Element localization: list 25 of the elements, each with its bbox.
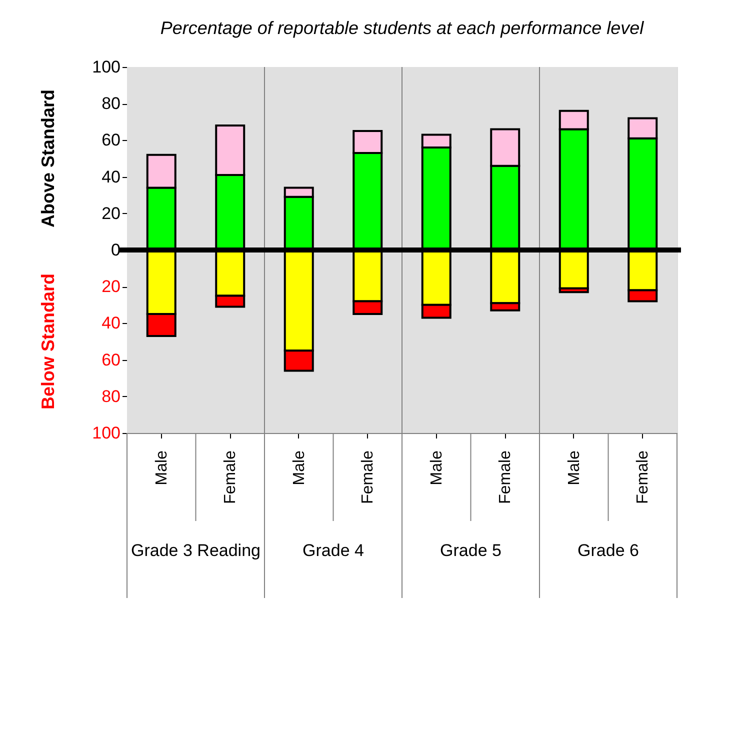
y-tick-label: 80 <box>102 386 120 406</box>
y-axis-title: Above Standard <box>38 89 58 228</box>
y-tick-label: 60 <box>102 350 120 370</box>
x-tick-label: Male <box>290 450 308 486</box>
text: Grade 5 <box>440 541 502 560</box>
y-tick-label: 40 <box>102 314 120 333</box>
x-tick-label: Female <box>222 450 240 504</box>
x-tick-label: Male <box>566 450 583 486</box>
y-tick-label: 20 <box>102 277 120 296</box>
x-tick-label: Female <box>360 450 377 504</box>
chart-title: Percentage of reportable students at each performance level <box>160 18 645 38</box>
x-tick-label: Male <box>153 450 170 486</box>
text: Grade 6 <box>578 541 639 560</box>
text: Grade 3 Reading <box>131 541 260 560</box>
text: Below Standard <box>38 273 58 410</box>
text: Grade 4 <box>302 541 364 560</box>
y-tick-label: 20 <box>102 204 120 223</box>
y-tick-label: 100 <box>92 58 120 76</box>
y-tick-label: 60 <box>102 130 120 150</box>
x-tick-label: Female <box>497 450 514 504</box>
y-tick-label: 40 <box>102 167 120 186</box>
x-tick-label: Female <box>634 450 652 504</box>
y-tick-label: 80 <box>102 94 120 114</box>
x-tick-label: Male <box>428 450 446 486</box>
y-tick-label: 100 <box>92 424 120 442</box>
